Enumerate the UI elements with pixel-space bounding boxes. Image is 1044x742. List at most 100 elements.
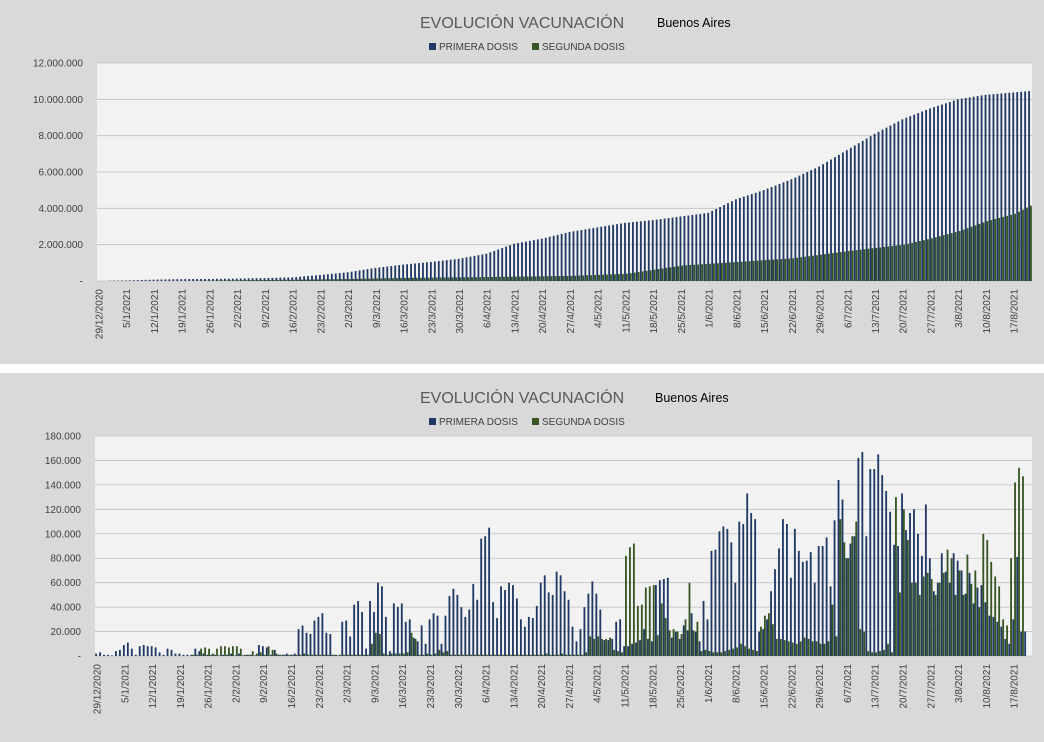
bar-primera-dosis bbox=[170, 649, 173, 656]
bar-primera-dosis bbox=[547, 592, 550, 656]
bar-primera-dosis bbox=[202, 653, 205, 656]
bar-primera-dosis bbox=[148, 279, 151, 281]
bar-segunda-dosis bbox=[752, 260, 755, 281]
bar-primera-dosis bbox=[357, 601, 360, 656]
bar-segunda-dosis bbox=[483, 277, 486, 281]
bar-segunda-dosis bbox=[450, 654, 453, 656]
bar-segunda-dosis bbox=[701, 264, 703, 281]
bar-primera-dosis bbox=[513, 243, 515, 281]
bar-primera-dosis bbox=[124, 280, 127, 281]
bar-segunda-dosis bbox=[919, 241, 921, 281]
bar-primera-dosis bbox=[877, 131, 880, 281]
y-tick-label: 12.000.000 bbox=[33, 59, 83, 70]
y-tick-label: 8.000.000 bbox=[39, 131, 84, 142]
x-tick-label: 3/8/2021 bbox=[954, 289, 965, 328]
bar-primera-dosis bbox=[406, 264, 408, 281]
bar-primera-dosis bbox=[481, 254, 484, 281]
bar-segunda-dosis bbox=[581, 654, 584, 656]
bar-segunda-dosis bbox=[422, 654, 425, 656]
bar-segunda-dosis bbox=[285, 279, 288, 281]
x-tick-label: 29/12/2020 bbox=[92, 664, 103, 714]
bar-segunda-dosis bbox=[978, 223, 981, 281]
bar-segunda-dosis bbox=[740, 643, 743, 656]
bar-segunda-dosis bbox=[863, 631, 866, 656]
bar-primera-dosis bbox=[762, 190, 765, 281]
bar-segunda-dosis bbox=[871, 652, 874, 656]
bar-segunda-dosis bbox=[245, 280, 248, 281]
bar-primera-dosis bbox=[596, 227, 599, 281]
bar-segunda-dosis bbox=[752, 649, 754, 656]
bar-primera-dosis bbox=[532, 240, 535, 282]
bar-primera-dosis bbox=[762, 629, 765, 656]
bar-segunda-dosis bbox=[685, 265, 688, 281]
bar-primera-dosis bbox=[238, 653, 240, 656]
bar-segunda-dosis bbox=[216, 648, 218, 656]
bar-segunda-dosis bbox=[267, 646, 270, 656]
bar-segunda-dosis bbox=[641, 271, 644, 281]
bar-primera-dosis bbox=[572, 231, 575, 281]
bar-primera-dosis bbox=[786, 180, 789, 281]
bar-primera-dosis bbox=[639, 640, 641, 656]
bar-segunda-dosis bbox=[851, 250, 854, 281]
bar-primera-dosis bbox=[631, 643, 633, 656]
bar-primera-dosis bbox=[493, 250, 496, 281]
x-tick-label: 23/3/2021 bbox=[426, 664, 437, 709]
x-tick-label: 4/5/2021 bbox=[594, 289, 605, 328]
y-tick-label: 100.000 bbox=[45, 529, 82, 540]
bar-segunda-dosis bbox=[1026, 207, 1028, 281]
bar-segunda-dosis bbox=[962, 594, 965, 656]
bar-primera-dosis bbox=[496, 618, 498, 656]
x-tick-label: 13/4/2021 bbox=[510, 289, 521, 334]
bar-segunda-dosis bbox=[537, 654, 540, 656]
bar-segunda-dosis bbox=[898, 592, 901, 656]
bar-segunda-dosis bbox=[466, 654, 469, 656]
bar-primera-dosis bbox=[374, 267, 377, 281]
bar-segunda-dosis bbox=[610, 274, 612, 281]
bar-primera-dosis bbox=[873, 469, 876, 656]
bar-primera-dosis bbox=[219, 278, 222, 281]
bar-primera-dosis bbox=[662, 579, 665, 656]
bar-primera-dosis bbox=[150, 646, 153, 656]
bar-primera-dosis bbox=[801, 561, 804, 656]
bar-segunda-dosis bbox=[883, 246, 886, 281]
bar-primera-dosis bbox=[500, 586, 502, 656]
bar-segunda-dosis bbox=[990, 561, 993, 656]
bar-primera-dosis bbox=[386, 266, 389, 281]
bar-primera-dosis bbox=[166, 648, 169, 656]
bar-primera-dosis bbox=[913, 509, 915, 656]
bar-segunda-dosis bbox=[454, 654, 457, 656]
x-tick-label: 25/5/2021 bbox=[676, 664, 687, 709]
bar-primera-dosis bbox=[607, 640, 610, 656]
bar-segunda-dosis bbox=[796, 257, 799, 281]
bar-segunda-dosis bbox=[899, 245, 902, 281]
bar-primera-dosis bbox=[246, 654, 248, 656]
bar-primera-dosis bbox=[192, 279, 195, 281]
bar-segunda-dosis bbox=[652, 585, 655, 656]
bar-primera-dosis bbox=[952, 100, 955, 281]
bar-primera-dosis bbox=[841, 499, 844, 656]
bar-segunda-dosis bbox=[907, 243, 910, 281]
cumulative-chart-panel: EVOLUCIÓN VACUNACIÓN Buenos Aires PRIMER… bbox=[0, 0, 1044, 364]
bar-primera-dosis bbox=[512, 585, 514, 656]
bar-primera-dosis bbox=[556, 234, 559, 281]
bar-segunda-dosis bbox=[538, 276, 541, 281]
bar-primera-dosis bbox=[291, 277, 294, 281]
bar-primera-dosis bbox=[658, 580, 661, 656]
bar-segunda-dosis bbox=[934, 237, 937, 281]
bar-segunda-dosis bbox=[705, 264, 707, 281]
bar-segunda-dosis bbox=[946, 549, 949, 656]
bar-segunda-dosis bbox=[605, 638, 608, 656]
y-tick-label: - bbox=[80, 277, 83, 288]
bar-segunda-dosis bbox=[728, 262, 731, 281]
bar-primera-dosis bbox=[198, 651, 201, 656]
bar-segunda-dosis bbox=[438, 649, 441, 656]
bar-primera-dosis bbox=[362, 269, 365, 281]
bar-segunda-dosis bbox=[467, 277, 470, 281]
bar-primera-dosis bbox=[138, 646, 141, 656]
bar-primera-dosis bbox=[226, 654, 229, 656]
bar-segunda-dosis bbox=[614, 274, 616, 281]
bar-segunda-dosis bbox=[621, 652, 623, 656]
bar-primera-dosis bbox=[821, 546, 824, 656]
bar-primera-dosis bbox=[972, 96, 975, 282]
bar-primera-dosis bbox=[214, 654, 217, 656]
